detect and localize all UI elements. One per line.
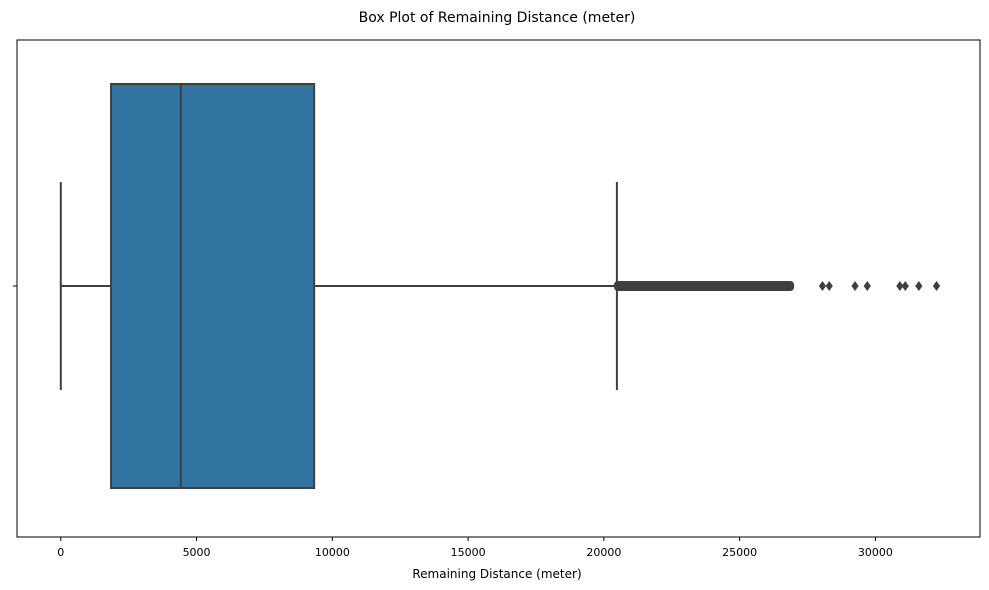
outlier-point (915, 281, 923, 291)
x-tick-label: 10000 (315, 546, 350, 559)
x-tick-label: 15000 (451, 546, 486, 559)
outlier-point (851, 281, 859, 291)
outlier-point (825, 281, 833, 291)
plot-frame (16, 39, 981, 538)
x-tick-label: 25000 (722, 546, 757, 559)
x-tick-label: 30000 (858, 546, 893, 559)
x-tick-label: 0 (57, 546, 64, 559)
outlier-point (901, 281, 909, 291)
outlier-point (863, 281, 871, 291)
outlier-point (818, 281, 827, 291)
chart-title: Box Plot of Remaining Distance (meter) (359, 10, 636, 26)
outlier-cluster (613, 281, 795, 291)
x-tick-label: 20000 (586, 546, 621, 559)
x-axis-ticks: 0 5000 10000 15000 20000 25000 30000 (57, 537, 893, 559)
x-tick-label: 5000 (183, 546, 211, 559)
outlier-point (896, 281, 904, 291)
iqr-box (110, 83, 316, 489)
x-axis-label: Remaining Distance (meter) (412, 567, 581, 581)
plot-area (59, 83, 941, 489)
outlier-point (932, 281, 941, 291)
